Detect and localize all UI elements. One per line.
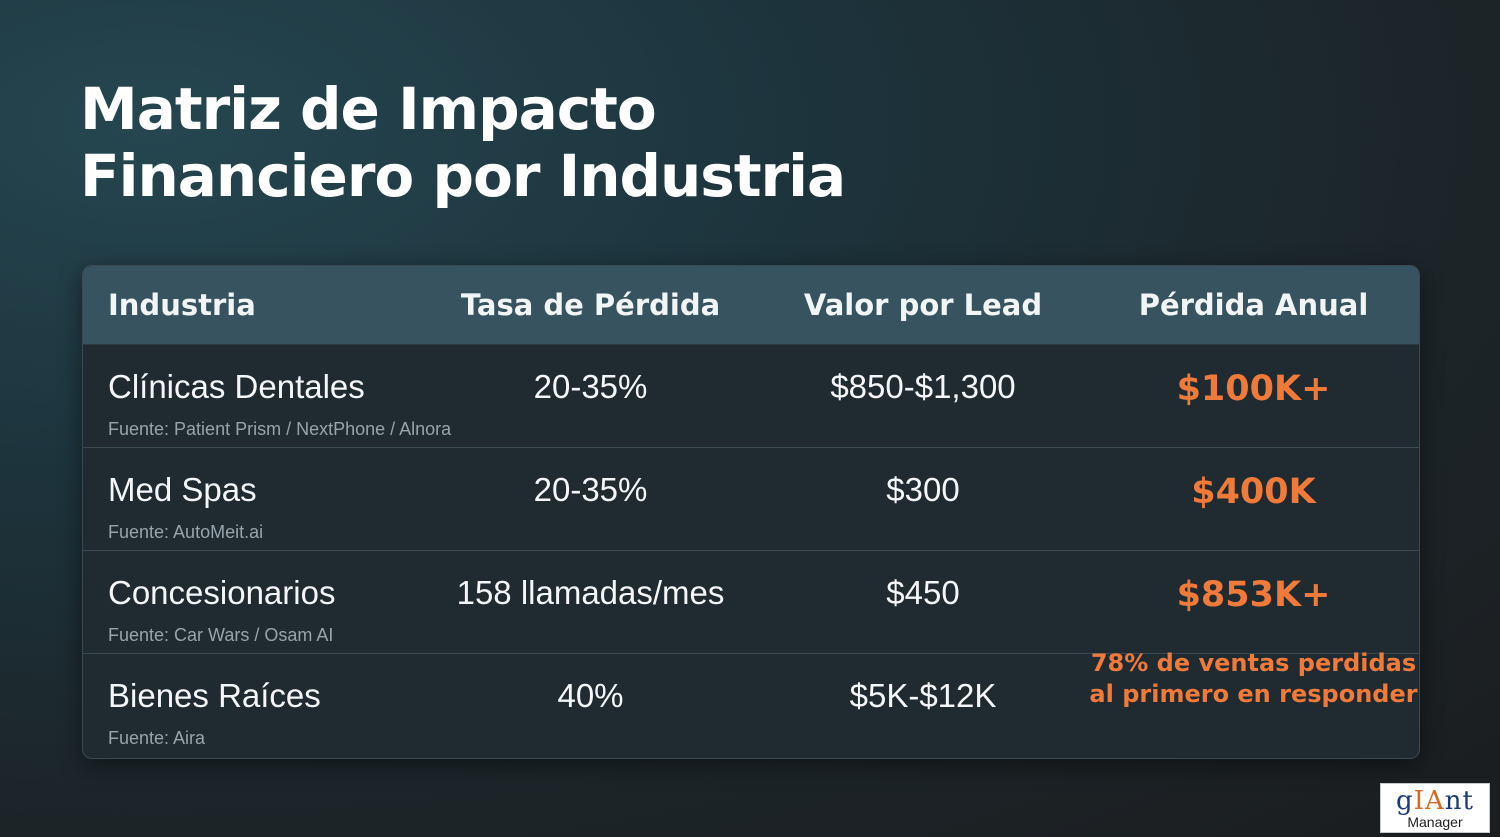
logo-wordmark: gIAnt bbox=[1396, 785, 1474, 816]
page-title: Matriz de Impacto Financiero por Industr… bbox=[80, 75, 846, 210]
lead-value: $300 bbox=[886, 471, 960, 508]
table-row: Clínicas Dentales Fuente: Patient Prism … bbox=[83, 345, 1419, 448]
title-line-2: Financiero por Industria bbox=[80, 142, 846, 210]
industry-cell: Concesionarios Fuente: Car Wars / Osam A… bbox=[83, 551, 423, 646]
industry-cell: Med Spas Fuente: AutoMeit.ai bbox=[83, 448, 423, 543]
lead-value: $850-$1,300 bbox=[830, 368, 1016, 405]
table-row: Concesionarios Fuente: Car Wars / Osam A… bbox=[83, 551, 1419, 654]
logo-subtitle: Manager bbox=[1407, 813, 1463, 830]
industry-source: Fuente: Car Wars / Osam AI bbox=[108, 625, 334, 645]
annual-loss: $853K+ bbox=[1176, 575, 1331, 615]
header-perdida-anual: Pérdida Anual bbox=[1138, 288, 1369, 322]
annual-loss: 78% de ventas perdidas al primero en res… bbox=[1088, 648, 1419, 710]
industry-source: Fuente: AutoMeit.ai bbox=[108, 522, 264, 542]
industry-name: Concesionarios bbox=[108, 574, 336, 611]
lead-value: $450 bbox=[886, 574, 960, 611]
header-valor-lead: Valor por Lead bbox=[803, 288, 1043, 322]
giant-manager-logo: gIAnt Manager bbox=[1380, 783, 1490, 833]
annual-loss: $100K+ bbox=[1176, 369, 1331, 409]
header-industria: Industria bbox=[108, 288, 256, 322]
loss-rate: 158 llamadas/mes bbox=[456, 574, 725, 611]
table-row: Med Spas Fuente: AutoMeit.ai 20-35% $300… bbox=[83, 448, 1419, 551]
header-tasa-perdida: Tasa de Pérdida bbox=[460, 288, 721, 322]
table-row: Bienes Raíces Fuente: Aira 40% $5K-$12K … bbox=[83, 649, 1419, 757]
industry-cell: Bienes Raíces Fuente: Aira bbox=[83, 654, 423, 749]
industry-source: Fuente: Patient Prism / NextPhone / Alno… bbox=[108, 419, 452, 439]
loss-rate: 40% bbox=[557, 677, 624, 714]
loss-rate: 20-35% bbox=[533, 368, 648, 405]
loss-rate: 20-35% bbox=[533, 471, 648, 508]
table-header: Industria Tasa de Pérdida Valor por Lead… bbox=[83, 266, 1419, 345]
title-line-1: Matriz de Impacto bbox=[80, 75, 657, 143]
industry-name: Med Spas bbox=[108, 471, 257, 508]
industry-name: Bienes Raíces bbox=[108, 677, 321, 714]
annual-loss-line-1: 78% de ventas perdidas bbox=[1090, 649, 1417, 677]
lead-value: $5K-$12K bbox=[849, 677, 997, 714]
annual-loss: $400K bbox=[1191, 472, 1316, 512]
industry-name: Clínicas Dentales bbox=[108, 368, 365, 405]
industry-source: Fuente: Aira bbox=[108, 728, 206, 748]
industry-cell: Clínicas Dentales Fuente: Patient Prism … bbox=[83, 345, 452, 440]
annual-loss-line-2: al primero en responder bbox=[1089, 680, 1418, 708]
impact-table: Industria Tasa de Pérdida Valor por Lead… bbox=[82, 265, 1420, 759]
